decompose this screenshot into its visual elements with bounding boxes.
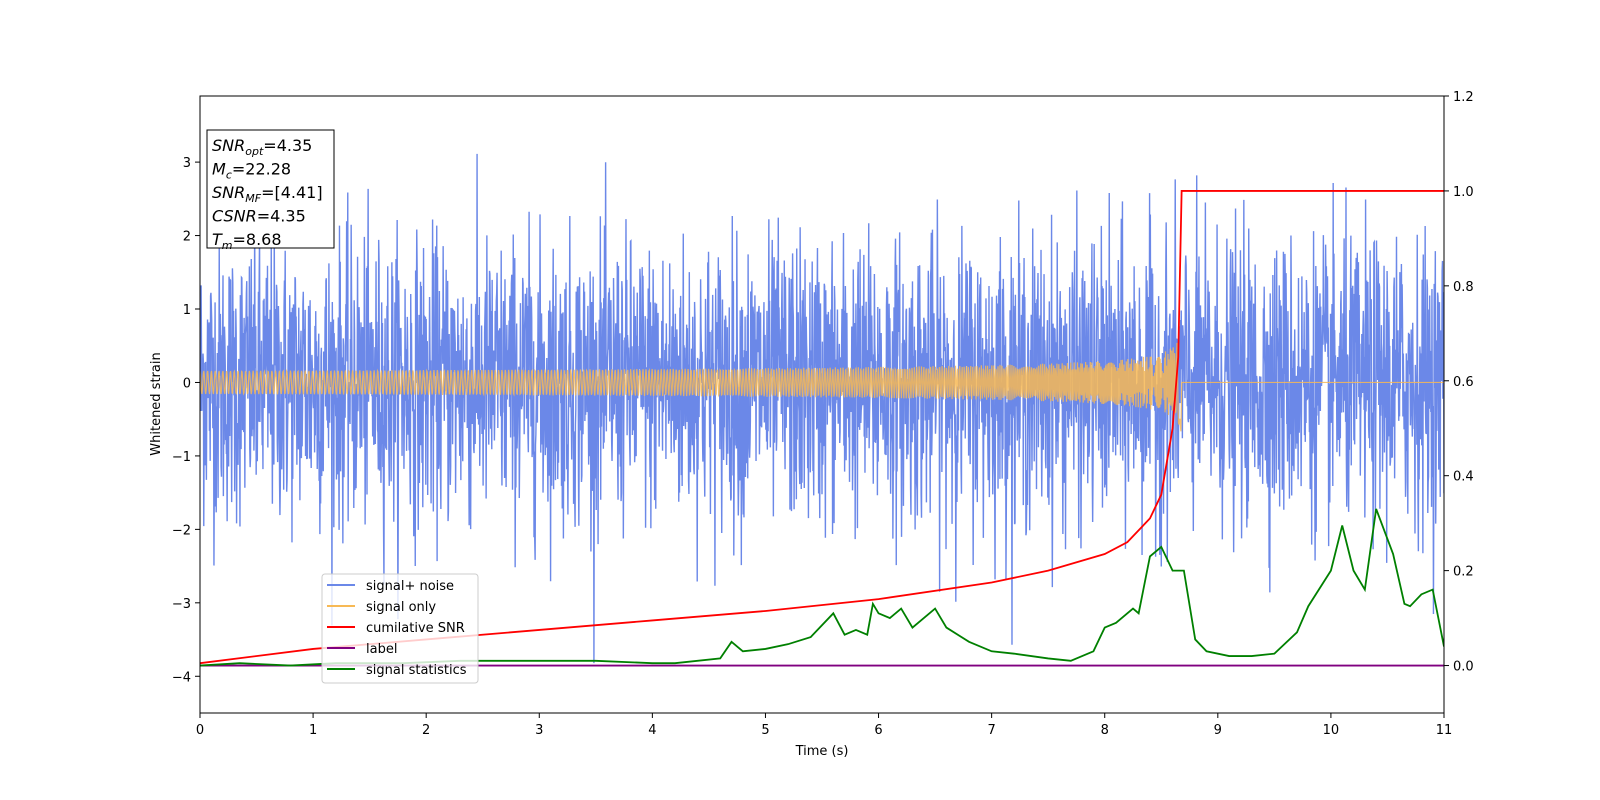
annotation-line: SNRopt=4.35 — [212, 136, 312, 158]
legend-label: cumilative SNR — [366, 621, 465, 636]
y-right-tick-label: 0.4 — [1453, 470, 1474, 485]
x-tick-label: 7 — [987, 723, 995, 738]
series-signal-noise-line — [200, 153, 1444, 664]
annotation-frame — [206, 129, 335, 249]
x-tick-label: 2 — [422, 723, 430, 738]
x-tick-label: 0 — [196, 723, 204, 738]
x-tick-label: 10 — [1323, 723, 1340, 738]
y-right-tick-label: 1.2 — [1453, 90, 1474, 105]
x-tick-label: 9 — [1214, 723, 1222, 738]
y-right-tick-label: 0.0 — [1453, 660, 1474, 675]
x-tick-label: 6 — [874, 723, 882, 738]
y-right-tick-label: 0.6 — [1453, 375, 1474, 390]
x-axis-label: Time (s) — [795, 744, 849, 759]
series-signal-only-line — [200, 342, 1444, 432]
annotation-line: Mc=22.28 — [212, 160, 291, 182]
x-tick-label: 4 — [648, 723, 656, 738]
y-left-tick-label: 3 — [183, 156, 191, 171]
legend: signal+ noise signal only cumilative SNR la… — [321, 573, 479, 684]
annotation-line: Tm=8.68 — [212, 230, 282, 252]
ticks-layer: 0 1 2 3 4 5 6 7 8 9 10 11 −4 −3 −2 −1 0 1 2 3 0.0 0.2 0.4 0.6 0.… — [172, 90, 1474, 738]
x-tick-label: 5 — [761, 723, 769, 738]
series-signal-statistics-line — [200, 508, 1444, 667]
legend-label: signal only — [366, 600, 436, 615]
y-left-tick-label: 2 — [183, 230, 191, 245]
plot-frame — [199, 95, 1445, 714]
y-axis-label: Whitened strain — [149, 352, 164, 455]
x-tick-label: 3 — [535, 723, 543, 738]
x-tick-label: 11 — [1436, 723, 1453, 738]
x-tick-label: 8 — [1101, 723, 1109, 738]
y-right-tick-label: 1.0 — [1453, 185, 1474, 200]
y-left-tick-label: −1 — [172, 450, 191, 465]
y-right-tick-label: 0.8 — [1453, 280, 1474, 295]
y-left-tick-label: 0 — [183, 376, 191, 391]
x-tick-label: 1 — [309, 723, 317, 738]
annotation-line: CSNR=4.35 — [212, 207, 306, 226]
legend-frame — [321, 573, 479, 684]
y-left-tick-label: −3 — [172, 597, 191, 612]
series-cumulative-snr-line — [200, 190, 1444, 665]
legend-label: signal statistics — [366, 663, 467, 678]
legend-label: label — [366, 642, 397, 657]
legend-label: signal+ noise — [366, 579, 454, 594]
y-left-tick-label: 1 — [183, 303, 191, 318]
y-right-tick-label: 0.2 — [1453, 565, 1474, 580]
y-left-tick-label: −2 — [172, 523, 191, 538]
y-left-tick-label: −4 — [172, 670, 191, 685]
annotation-line: SNRMF=[4.41] — [212, 183, 323, 205]
